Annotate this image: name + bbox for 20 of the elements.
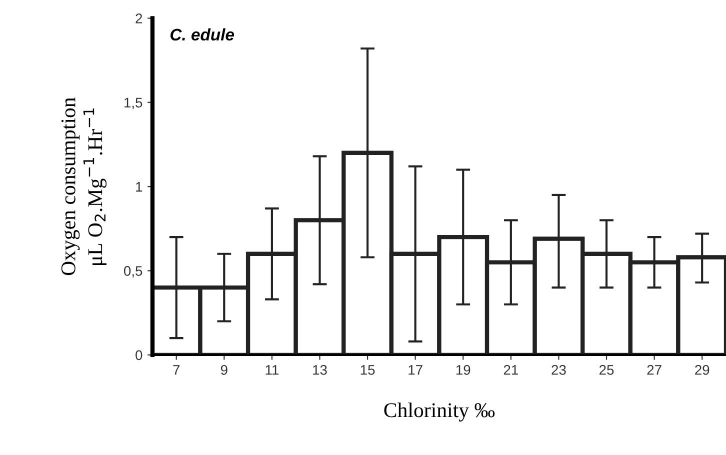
x-tick-label: 25 (599, 364, 614, 375)
x-tick-label: 13 (313, 364, 327, 375)
x-tick-label: 7 (173, 365, 180, 375)
x-tick-label: 9 (220, 364, 228, 375)
y-tick-label: 1 (136, 182, 142, 192)
x-tick-label: 19 (456, 364, 470, 375)
y-axis-title: Oxygen consumption μL O$_{2}$.Mg$^{−1}$.Hr$^{−1}$ (61, 97, 107, 276)
x-axis-title: Chlorinity ‰ (384, 402, 495, 422)
x-tick-label: 17 (408, 365, 422, 375)
x-tick-label: 21 (504, 364, 518, 375)
x-tick-label: 11 (266, 365, 278, 375)
x-tick-label: 29 (695, 364, 710, 375)
y-tick-label: 1,5 (124, 98, 142, 110)
x-tick-label: 15 (360, 365, 375, 375)
x-tick-label: 27 (647, 364, 662, 375)
x-tick-label: 23 (552, 364, 566, 375)
y-tick-label: 0,5 (124, 266, 142, 278)
y-tick-label: 2 (136, 14, 142, 24)
annotation: C. edule (170, 28, 234, 41)
y-tick-label: 0 (136, 350, 142, 360)
